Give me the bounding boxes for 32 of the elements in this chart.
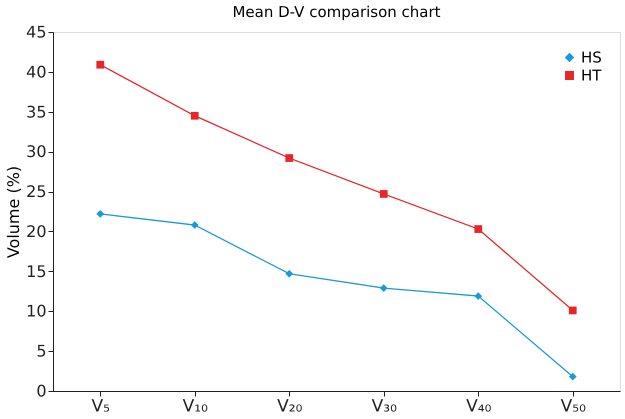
- point: [190, 221, 199, 229]
- point: [380, 284, 388, 292]
- point: [474, 225, 482, 233]
- legend-label: HS: [581, 48, 602, 66]
- y-tick-label: 10: [26, 302, 46, 321]
- y-tick-label: 30: [26, 142, 46, 162]
- y-tick-label: 5: [36, 342, 46, 361]
- y-axis-title: Volume (%): [4, 166, 24, 258]
- point: [96, 210, 104, 218]
- y-tick-label: 15: [26, 262, 46, 281]
- point: [474, 292, 482, 300]
- y-tick-label: 0: [36, 382, 46, 400]
- x-tick-label: V₅₀: [560, 396, 586, 416]
- y-tick-label: 45: [26, 22, 46, 42]
- x-tick-label: V₂₀: [277, 396, 303, 416]
- x-tick-label: V₅: [92, 396, 110, 416]
- x-tick-label: V₁₀: [182, 396, 208, 416]
- legend-label: HT: [581, 66, 602, 84]
- point: [285, 154, 294, 162]
- point: [568, 372, 577, 381]
- x-tick-label: V₄₀: [466, 396, 492, 416]
- y-tick-label: 20: [26, 222, 46, 241]
- y-tick-label: 40: [26, 62, 46, 82]
- point: [568, 306, 577, 314]
- chart-title: Mean D-V comparison chart: [232, 3, 441, 21]
- point: [190, 112, 199, 120]
- point: [96, 60, 104, 69]
- point: [380, 190, 388, 198]
- point: [285, 270, 294, 278]
- y-tick-label: 25: [26, 182, 46, 202]
- y-tick-label: 35: [26, 102, 46, 122]
- x-tick-label: V₃₀: [372, 396, 398, 416]
